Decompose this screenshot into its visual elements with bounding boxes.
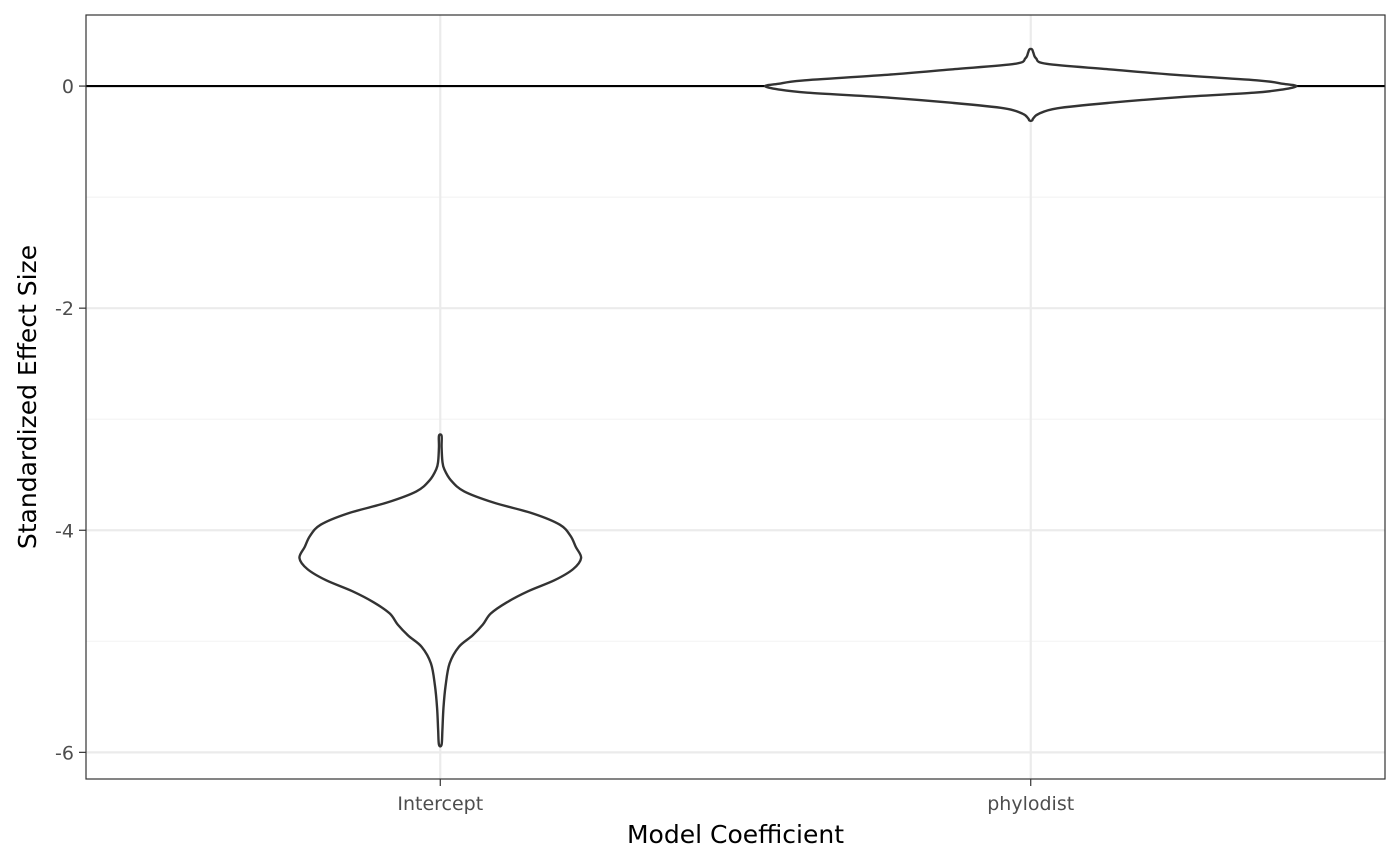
- x-axis-title: Model Coefficient: [627, 820, 844, 849]
- x-tick-label: Intercept: [397, 793, 483, 815]
- grid-lines: [86, 15, 1385, 779]
- x-axis: Intercept phylodist: [397, 779, 1074, 815]
- y-tick-label: -2: [55, 298, 74, 320]
- x-tick-label: phylodist: [987, 793, 1074, 815]
- violins: [298, 47, 1298, 748]
- violin-intercept: [298, 433, 583, 748]
- violin-phylodist: [763, 47, 1298, 122]
- y-tick-label: 0: [62, 76, 74, 98]
- y-axis: 0 -2 -4 -6: [55, 76, 86, 764]
- y-tick-label: -4: [55, 520, 74, 542]
- panel-border: [85, 14, 1386, 780]
- y-tick-label: -6: [55, 742, 74, 764]
- y-axis-title: Standardized Effect Size: [13, 245, 42, 549]
